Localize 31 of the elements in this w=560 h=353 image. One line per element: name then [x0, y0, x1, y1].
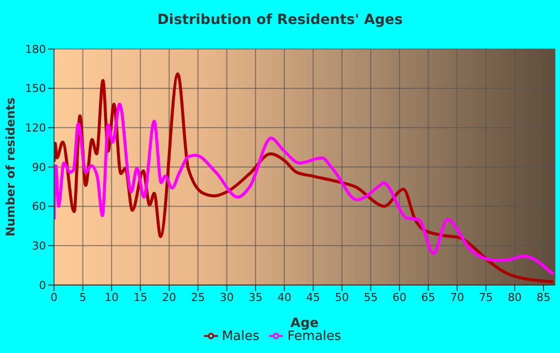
y-tick-label: 150: [25, 82, 46, 96]
x-tick-label: 45: [306, 290, 320, 304]
x-tick-label: 65: [421, 290, 436, 304]
x-tick-label: 40: [277, 290, 292, 304]
y-tick-label: 180: [25, 42, 46, 56]
x-tick-label: 35: [248, 290, 263, 304]
legend-label: Males: [222, 329, 260, 344]
x-tick-label: 75: [478, 290, 493, 304]
x-tick-label: 20: [162, 290, 176, 304]
y-tick-label: 30: [32, 240, 46, 253]
y-tick-label: 120: [25, 122, 46, 135]
x-axis-title: Age: [290, 316, 319, 331]
x-tick-label: 85: [536, 290, 550, 304]
x-tick-label: 25: [190, 290, 205, 304]
line-series: [54, 102, 555, 276]
legend-label: Females: [287, 329, 342, 344]
x-tick-label: 80: [508, 290, 522, 304]
x-tick-label: 55: [364, 290, 378, 304]
x-tick-label: 10: [104, 290, 119, 304]
x-tick-label: 5: [79, 290, 86, 304]
y-axis-title: Number of residents: [3, 97, 18, 237]
y-tick-label: 60: [32, 200, 46, 214]
x-tick-label: 0: [50, 290, 58, 304]
chart-title: Distribution of Residents' Ages: [156, 12, 404, 28]
x-tick-label: 60: [392, 290, 407, 304]
y-tick-label: 90: [32, 160, 46, 174]
x-tick-label: 15: [133, 290, 148, 304]
x-tick-label: 70: [450, 290, 464, 304]
y-tick-label: 0: [39, 278, 46, 292]
x-tick-label: 30: [220, 290, 234, 304]
x-tick-label: 50: [334, 290, 349, 304]
